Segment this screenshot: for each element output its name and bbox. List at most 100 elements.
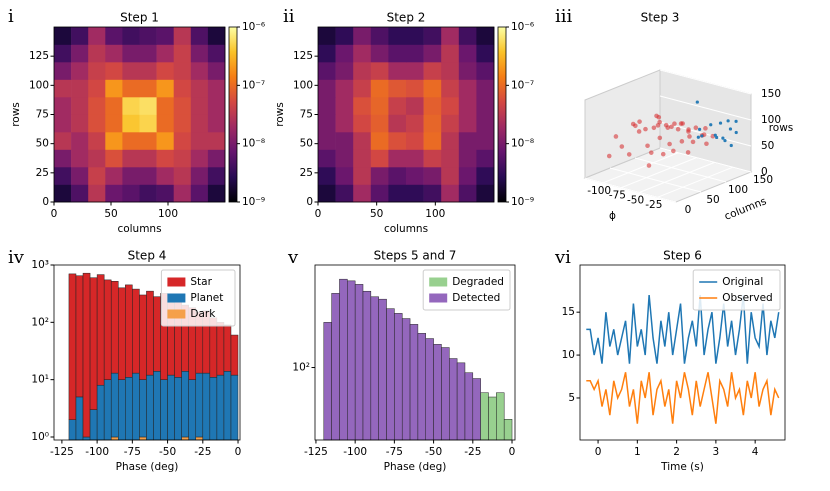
heatmap-cell bbox=[105, 149, 123, 168]
heatmap-cell bbox=[406, 149, 424, 168]
heatmap-cell bbox=[458, 149, 477, 168]
histogram-bar bbox=[216, 374, 225, 441]
x-tick-label: 100 bbox=[425, 208, 445, 220]
heatmap-cell bbox=[353, 132, 372, 150]
heatmap-cell bbox=[458, 97, 477, 115]
heatmap-cell bbox=[190, 62, 209, 80]
legend-label: Planet bbox=[190, 292, 223, 304]
scatter-point bbox=[698, 127, 702, 131]
heatmap-cell bbox=[335, 167, 354, 185]
heatmap-cell bbox=[458, 79, 477, 98]
heatmap-cell bbox=[458, 184, 477, 203]
scatter-point bbox=[606, 153, 612, 159]
heatmap-cell bbox=[207, 149, 226, 168]
heatmap-cell bbox=[54, 114, 72, 133]
scatter-point bbox=[675, 126, 681, 132]
heatmap-cell bbox=[406, 132, 424, 150]
scatter-point bbox=[721, 136, 725, 140]
x-tick-label: 2 bbox=[673, 446, 680, 458]
y-axis-label: columns bbox=[723, 195, 768, 223]
histogram-bar bbox=[96, 274, 105, 386]
heatmap-cell bbox=[54, 167, 72, 185]
heatmap-cell bbox=[476, 62, 495, 80]
heatmap-cell bbox=[318, 44, 336, 63]
scatter-point bbox=[687, 134, 692, 139]
chart-title: Step 6 bbox=[663, 249, 702, 263]
heatmap-cell bbox=[71, 44, 89, 63]
y-tick-label: 75 bbox=[300, 109, 313, 121]
legend-label: Original bbox=[722, 276, 763, 288]
histogram-bar bbox=[82, 272, 91, 438]
x-tick-label: -125 bbox=[50, 446, 74, 458]
heatmap-cell bbox=[335, 149, 354, 168]
histogram-bar bbox=[146, 290, 154, 376]
x-tick-label: -75 bbox=[609, 190, 626, 202]
heatmap-cell bbox=[423, 79, 442, 98]
heatmap-cell bbox=[441, 97, 460, 115]
heatmap-cell bbox=[458, 114, 477, 133]
z-tick-label: 150 bbox=[761, 88, 781, 100]
histogram-bar bbox=[370, 296, 379, 441]
y-tick-label: 125 bbox=[293, 50, 313, 62]
heatmap-cell bbox=[441, 79, 460, 98]
scatter-point bbox=[671, 148, 676, 154]
histogram-bar bbox=[68, 273, 77, 420]
scatter-point bbox=[669, 124, 674, 130]
heatmap-cell bbox=[318, 114, 336, 133]
heatmap-cell bbox=[71, 167, 89, 185]
heatmap-cell bbox=[318, 167, 336, 185]
heatmap-cell bbox=[139, 62, 157, 80]
heatmap-cell bbox=[406, 184, 424, 203]
y-tick-label: 50 bbox=[300, 138, 313, 150]
heatmap-cell bbox=[353, 62, 372, 80]
histogram-bar bbox=[153, 371, 161, 441]
scatter-point bbox=[663, 122, 669, 128]
heatmap-cell bbox=[139, 132, 157, 150]
heatmap-cell bbox=[370, 114, 389, 133]
histogram-bar bbox=[174, 377, 182, 441]
x-tick-label: -50 bbox=[159, 446, 176, 458]
histogram-bar bbox=[139, 379, 147, 438]
heatmap-cell bbox=[122, 114, 140, 133]
colorbar-tick-label: 10⁻⁷ bbox=[242, 79, 265, 91]
heatmap-cell bbox=[71, 114, 89, 133]
heatmap-cell bbox=[156, 27, 174, 45]
heatmap-cell bbox=[441, 114, 460, 133]
histogram-bar bbox=[449, 358, 458, 441]
heatmap-cell bbox=[71, 62, 89, 80]
x-tick-label: -25 bbox=[464, 446, 481, 458]
heatmap-cell bbox=[318, 79, 336, 98]
x-tick-label: -50 bbox=[425, 446, 442, 458]
heatmap-cell bbox=[441, 184, 460, 203]
heatmap-cell bbox=[54, 44, 72, 63]
heatmap-cell bbox=[423, 62, 442, 80]
heatmap-cell bbox=[406, 44, 424, 63]
x-tick-label: 0 bbox=[235, 446, 242, 458]
x-axis-label: Time (s) bbox=[660, 461, 704, 473]
histogram-bar bbox=[417, 333, 426, 441]
legend-label: Observed bbox=[722, 292, 773, 304]
heatmap-cell bbox=[476, 97, 495, 115]
heatmap-cell bbox=[406, 167, 424, 185]
heatmap-cell bbox=[190, 79, 209, 98]
heatmap-cell bbox=[190, 184, 209, 203]
scatter-point bbox=[695, 100, 699, 104]
heatmap-cell bbox=[353, 114, 372, 133]
scatter-point bbox=[646, 163, 652, 168]
heatmap-cell bbox=[190, 44, 209, 63]
heatmap-cell bbox=[122, 62, 140, 80]
heatmap-cell bbox=[105, 27, 123, 45]
y-tick-label: 25 bbox=[300, 167, 313, 179]
heatmap-cell bbox=[335, 132, 354, 150]
heatmap-cell bbox=[476, 167, 495, 185]
y-axis-label: rows bbox=[10, 102, 22, 127]
x-tick-label: -100 bbox=[85, 446, 109, 458]
heatmap-cell bbox=[388, 62, 407, 80]
heatmap-cell bbox=[173, 167, 192, 185]
heatmap-cell bbox=[441, 62, 460, 80]
heatmap-cell bbox=[476, 79, 495, 98]
scatter-point bbox=[679, 139, 685, 144]
y-tick-label: 10² bbox=[292, 362, 310, 374]
histogram-bar bbox=[139, 436, 147, 441]
x-axis-label: Phase (deg) bbox=[116, 461, 179, 473]
